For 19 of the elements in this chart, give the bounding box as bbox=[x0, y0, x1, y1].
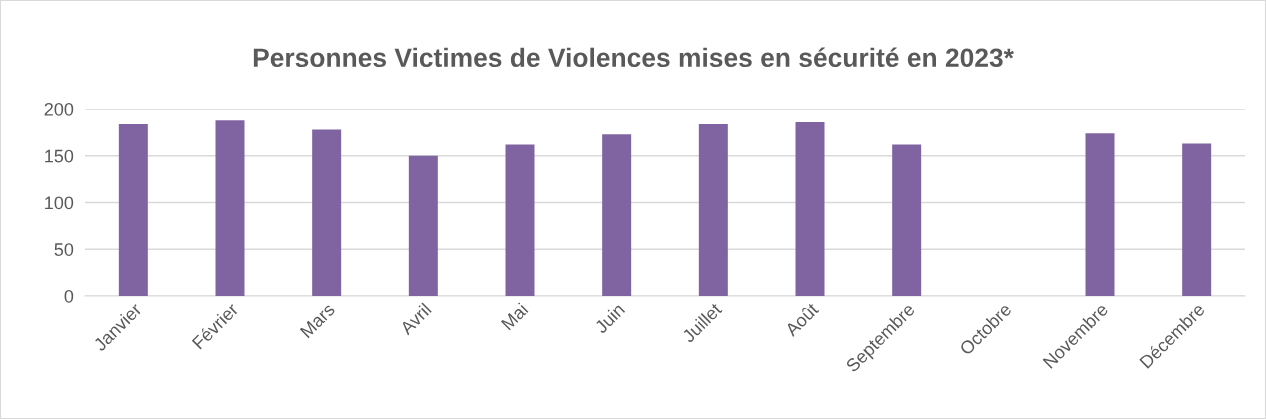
bar bbox=[1182, 143, 1212, 296]
bar bbox=[312, 129, 342, 296]
bar bbox=[215, 120, 245, 296]
bar bbox=[408, 155, 438, 296]
chart-title: Personnes Victimes de Violences mises en sécurité en 2023* bbox=[253, 47, 1014, 68]
x-tick-label: Mai bbox=[500, 302, 529, 331]
bar bbox=[795, 122, 825, 296]
bar bbox=[118, 123, 148, 296]
x-tick-label: Juin bbox=[593, 302, 626, 335]
y-tick-label: 200 bbox=[44, 102, 74, 116]
y-tick-label: 150 bbox=[45, 149, 74, 163]
y-tick-label: 0 bbox=[64, 289, 74, 303]
bar bbox=[602, 134, 632, 296]
bar bbox=[892, 144, 922, 296]
bar bbox=[698, 123, 728, 296]
bar bbox=[505, 144, 535, 296]
y-tick-label: 50 bbox=[54, 243, 74, 256]
y-tick-label: 100 bbox=[45, 196, 74, 210]
bar bbox=[1085, 133, 1115, 296]
